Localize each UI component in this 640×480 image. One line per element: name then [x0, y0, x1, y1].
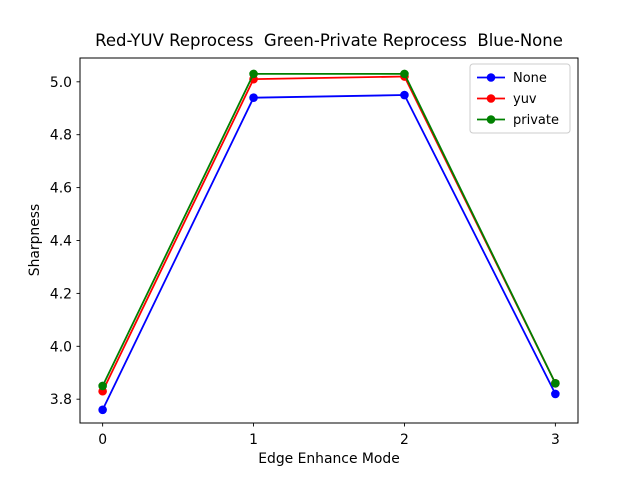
legend-label-private: private — [513, 113, 559, 128]
legend-marker-private — [486, 115, 496, 124]
series-marker-None — [551, 389, 560, 399]
series-marker-private — [98, 381, 107, 391]
series-marker-None — [400, 90, 409, 100]
series-marker-private — [551, 379, 560, 388]
series-marker-private — [400, 69, 409, 79]
legend-box — [469, 63, 571, 134]
y-tick-label: 4.0 — [50, 339, 72, 355]
y-tick-label: 4.8 — [50, 128, 72, 144]
series-line-None — [101, 94, 557, 411]
y-tick-label: 4.2 — [50, 286, 72, 302]
y-tick-label: 4.4 — [50, 234, 72, 250]
series-marker-None — [98, 405, 107, 415]
legend-marker-None — [486, 73, 496, 82]
legend-marker-yuv — [486, 94, 496, 103]
x-axis-label: Edge Enhance Mode — [258, 451, 400, 467]
legend-label-None: None — [513, 71, 547, 86]
x-tick-label: 0 — [98, 432, 107, 448]
chart-title: Red-YUV Reprocess Green-Private Reproces… — [95, 31, 563, 50]
y-tick-label: 5.0 — [50, 75, 72, 91]
series-marker-None — [249, 93, 258, 102]
x-tick-label: 3 — [551, 432, 560, 448]
series-marker-private — [249, 69, 258, 79]
x-tick-label: 2 — [400, 432, 409, 448]
y-tick-label: 3.8 — [50, 392, 72, 408]
series-line-private — [101, 72, 557, 387]
y-tick-label: 4.6 — [50, 181, 72, 197]
legend-label-yuv: yuv — [513, 92, 537, 107]
x-tick-label: 1 — [249, 432, 258, 448]
